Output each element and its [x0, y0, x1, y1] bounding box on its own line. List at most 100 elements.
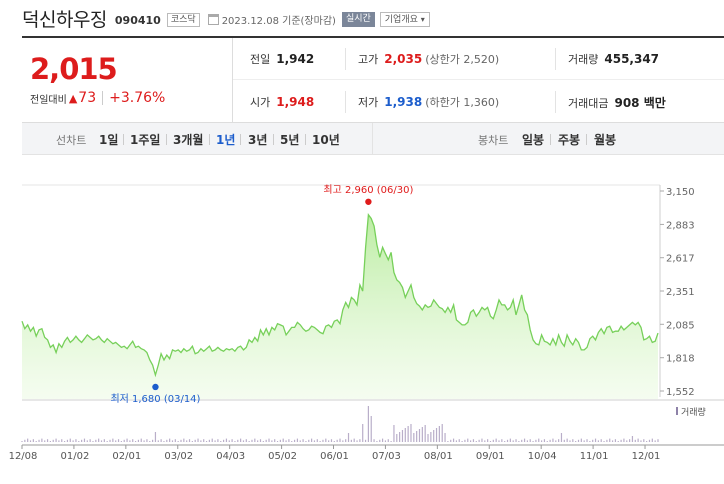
tab-5y[interactable]: 5년 — [280, 133, 300, 147]
volume-legend-swatch — [676, 407, 678, 415]
volume-bar — [237, 439, 239, 442]
volume-bar — [416, 431, 418, 442]
volume-bar — [586, 439, 588, 442]
volume-bar — [205, 441, 208, 442]
tab-10y[interactable]: 10년 — [312, 133, 340, 147]
volume-bar — [234, 441, 236, 442]
volume-bar — [455, 440, 458, 442]
info-row: 전일 1,942 고가 2,035 (상한가 2,520) 거래량 455,34… — [233, 38, 724, 80]
volume-bar — [629, 439, 631, 442]
current-price-panel: 2,015 전일대비 ▲ 73 +3.76% — [22, 38, 232, 123]
volume-bar — [651, 438, 653, 442]
volume-bar — [461, 441, 463, 442]
low-marker — [152, 383, 159, 391]
x-tick-label: 03/02 — [164, 451, 193, 462]
volume-bar — [319, 441, 321, 442]
volume-bar — [296, 438, 299, 442]
volume-bar — [347, 433, 350, 442]
volume-bar — [299, 440, 301, 442]
volume-bar — [580, 438, 582, 442]
volume-bar — [69, 438, 71, 442]
tab-daily[interactable]: 일봉 — [522, 133, 545, 147]
volume-bar — [66, 439, 69, 442]
volume-bar — [643, 439, 645, 442]
line-chart-label: 선차트 — [56, 134, 87, 147]
volume-bar — [291, 441, 293, 442]
volume-bar — [52, 439, 54, 442]
x-tick-label: 04/03 — [216, 451, 245, 462]
volume-bar — [225, 438, 228, 442]
volume-bar — [265, 439, 267, 442]
company-overview-button[interactable]: 기업개요 ▾ — [379, 12, 430, 27]
volume-bar — [211, 438, 213, 442]
volume-bar — [495, 438, 497, 442]
tab-divider — [240, 134, 241, 145]
y-tick-label: 1,818 — [666, 354, 695, 365]
tab-3y[interactable]: 3년 — [248, 133, 268, 147]
chart-period-tabs: 선차트 1일 1주일 3개월 1년 3년 5년 10년 봉차트 일봉 주봉 월봉 — [22, 123, 724, 155]
low-label: 저가 — [358, 96, 379, 109]
tab-3m[interactable]: 3개월 — [173, 133, 204, 147]
volume-bar — [489, 441, 492, 442]
x-tick-label: 02/01 — [112, 451, 141, 462]
volume-bar — [191, 441, 193, 442]
volume-bar — [614, 439, 617, 442]
stock-header: 덕신하우징 090410 코스닥 2023.12.08 기준(장마감) 실시간 … — [22, 6, 430, 31]
tab-divider — [586, 134, 587, 145]
tab-1d[interactable]: 1일 — [99, 133, 119, 147]
volume-bar — [594, 438, 597, 442]
volume-bar — [100, 440, 103, 442]
volume-bar — [61, 439, 63, 442]
volume-bar — [248, 441, 250, 442]
realtime-button[interactable]: 실시간 — [341, 12, 375, 27]
volume-bar — [154, 432, 157, 442]
change-divider — [102, 91, 104, 105]
volume-bar — [32, 439, 34, 442]
prev-close-label: 전일 — [250, 52, 271, 66]
volume-bar — [370, 416, 372, 442]
volume-bar — [464, 439, 466, 442]
volume-bar — [106, 441, 108, 442]
tab-1w[interactable]: 1주일 — [130, 133, 161, 147]
tab-weekly[interactable]: 주봉 — [558, 133, 581, 147]
x-tick-label: 06/01 — [320, 451, 349, 462]
volume-bar — [308, 439, 310, 442]
chevron-down-icon: ▾ — [420, 15, 425, 24]
open-value: 1,948 — [276, 95, 315, 109]
volume-bar — [313, 440, 316, 442]
volume-bar — [302, 439, 304, 442]
volume-bar — [163, 441, 165, 442]
volume-bar — [364, 439, 367, 442]
volume-bar — [509, 438, 511, 442]
volume-bar — [311, 438, 313, 442]
volume-bar — [63, 441, 66, 442]
tab-1y[interactable]: 1년 — [216, 133, 236, 147]
high-annotation: 최고 2,960 (06/30) — [323, 184, 413, 196]
current-price: 2,015 — [30, 52, 118, 86]
volume-bar — [634, 439, 636, 442]
volume-cell: 거래량 455,347 — [568, 51, 659, 67]
volume-bar — [501, 439, 503, 442]
volume-bar — [433, 430, 435, 442]
volume-bar — [546, 441, 548, 442]
volume-bar — [220, 441, 222, 442]
tab-monthly[interactable]: 월봉 — [594, 133, 617, 147]
volume-bar — [467, 438, 469, 442]
volume-bar — [55, 438, 57, 442]
volume-bar — [603, 441, 605, 442]
volume-bar — [322, 439, 324, 442]
chart-grid — [22, 184, 724, 446]
volume-bar — [424, 425, 426, 442]
volume-bar — [333, 441, 335, 442]
price-chart[interactable]: 최고 2,960 (06/30) 최저 1,680 (03/14) 3,150 2,… — [0, 155, 724, 484]
volume-bar — [166, 439, 168, 442]
low-value: 1,938 — [384, 95, 423, 109]
change-label: 전일대비 — [30, 94, 67, 106]
volume-bar — [186, 440, 188, 442]
volume-bar — [575, 441, 577, 442]
amount-label: 거래대금 — [568, 96, 609, 110]
divider — [345, 91, 346, 113]
volume-bar — [46, 439, 49, 442]
volume-bar — [626, 440, 628, 442]
volume-bar — [560, 433, 563, 442]
